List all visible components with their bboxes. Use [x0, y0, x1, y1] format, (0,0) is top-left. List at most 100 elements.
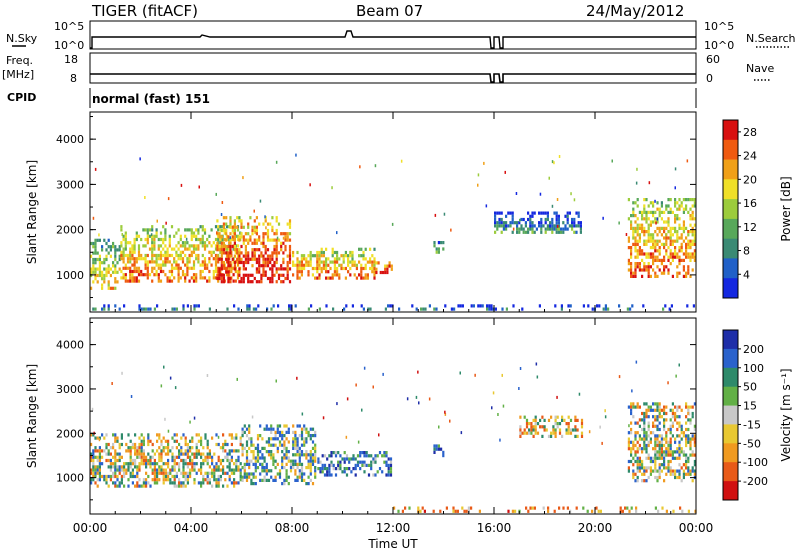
echo-cell [527, 227, 530, 231]
echo-cell [334, 451, 338, 455]
echo-cell [658, 210, 661, 214]
echo-cell [512, 227, 515, 231]
echo-cell [248, 427, 251, 431]
echo-cell [274, 459, 277, 463]
echo-cell [253, 238, 256, 242]
echo-cell [193, 468, 196, 472]
echo-cell [369, 260, 372, 264]
echo-cell [658, 408, 661, 412]
x-axis-label: Time UT [367, 537, 418, 551]
echo-cell [578, 392, 581, 396]
echo-cell [663, 427, 666, 432]
echo-cell [676, 427, 679, 432]
echo-cell [372, 385, 374, 389]
echo-cell [689, 405, 692, 409]
echo-cell [680, 258, 683, 262]
echo-cell [327, 270, 330, 274]
echo-cell [667, 447, 670, 451]
echo-cell [330, 451, 333, 455]
echo-cell [242, 254, 245, 258]
echo-cell [305, 427, 308, 431]
echo-cell [256, 466, 260, 470]
echo-cell [233, 304, 236, 308]
echo-cell [280, 241, 283, 245]
echo-cell [678, 463, 681, 467]
echo-cell [189, 462, 192, 466]
echo-cell [656, 217, 659, 221]
echo-cell [222, 471, 225, 475]
echo-cell [632, 475, 635, 480]
echo-cell [634, 265, 637, 269]
echo-cell [265, 424, 268, 428]
echo-cell [305, 430, 308, 434]
echo-cell [372, 473, 375, 477]
echo-cell [323, 454, 327, 458]
echo-cell [665, 447, 668, 451]
echo-cell [287, 430, 290, 434]
echo-cell [389, 473, 393, 477]
echo-cell [192, 273, 196, 277]
echo-cell [121, 233, 123, 236]
echo-cell [678, 223, 681, 227]
echo-cell [153, 468, 156, 472]
echo-cell [459, 371, 461, 375]
echo-cell [421, 506, 424, 510]
echo-cell [557, 230, 560, 234]
echo-cell [184, 471, 187, 475]
echo-cell [124, 237, 127, 242]
echo-cell [356, 460, 360, 464]
echo-cell [627, 443, 630, 448]
echo-cell [307, 263, 310, 267]
echo-cell [522, 227, 525, 231]
echo-cell [226, 458, 229, 463]
echo-cell [124, 247, 127, 251]
echo-cell [693, 469, 696, 473]
echo-cell [254, 459, 257, 463]
echo-cell [645, 479, 648, 483]
echo-cell [636, 252, 639, 256]
echo-cell [645, 450, 648, 454]
echo-cell [234, 250, 237, 254]
echo-cell [206, 458, 209, 463]
echo-cell [228, 237, 231, 242]
echo-cell [691, 268, 694, 272]
echo-cell [654, 255, 657, 259]
echo-cell [273, 260, 276, 265]
echo-cell [208, 478, 211, 482]
echo-cell [492, 391, 495, 395]
echo-cell [159, 231, 163, 235]
echo-cell [148, 228, 152, 232]
echo-cell [321, 454, 324, 458]
echo-cell [200, 455, 203, 459]
echo-cell [164, 452, 167, 456]
echo-cell [682, 226, 685, 230]
echo-cell [669, 443, 672, 448]
echo-cell [131, 244, 134, 248]
echo-cell [342, 257, 345, 261]
echo-cell [663, 268, 666, 272]
echo-cell [272, 437, 275, 441]
echo-cell [103, 307, 106, 311]
echo-cell [530, 431, 533, 435]
echo-cell [638, 239, 641, 243]
echo-cell [687, 456, 690, 460]
echo-cell [164, 474, 167, 479]
echo-cell [228, 458, 231, 463]
echo-cell [671, 226, 674, 230]
echo-cell [641, 217, 644, 221]
echo-cell [638, 424, 641, 428]
echo-cell [305, 482, 308, 486]
echo-cell [101, 261, 104, 265]
echo-cell [229, 254, 232, 258]
echo-cell [195, 228, 198, 232]
echo-cell [551, 221, 554, 225]
echo-cell [309, 456, 312, 460]
echo-cell [577, 214, 580, 218]
echo-cell [258, 235, 261, 239]
echo-cell [164, 263, 167, 267]
echo-cell [531, 506, 534, 510]
echo-cell [178, 468, 181, 472]
echo-cell [175, 484, 178, 488]
echo-cell [233, 254, 236, 258]
echo-cell [669, 198, 672, 202]
